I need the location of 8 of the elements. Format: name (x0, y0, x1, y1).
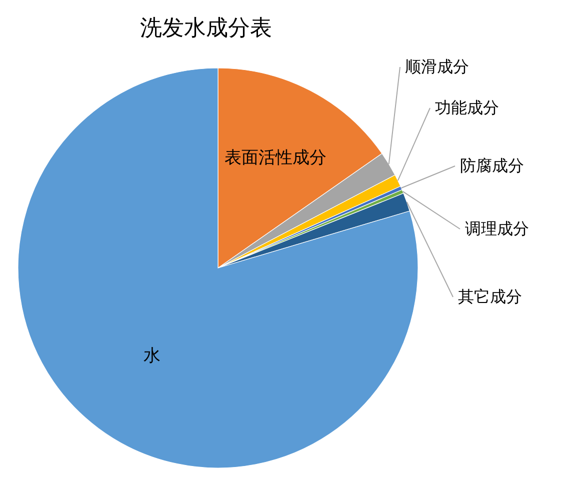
slice-label: 功能成分 (435, 98, 499, 117)
slice-label: 调理成分 (465, 219, 529, 238)
chart-title: 洗发水成分表 (140, 16, 272, 41)
slice-label: 表面活性成分 (224, 148, 326, 168)
slice-label: 其它成分 (458, 287, 522, 306)
slice-label: 水 (144, 346, 161, 366)
slice-label: 防腐成分 (460, 156, 524, 175)
slice-label: 顺滑成分 (405, 57, 469, 76)
